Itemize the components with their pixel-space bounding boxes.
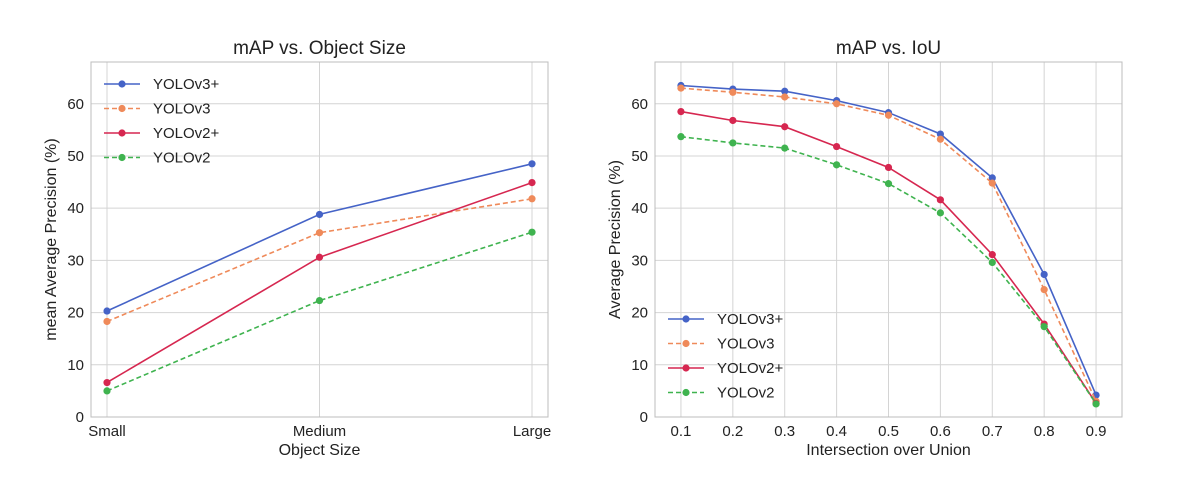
data-point	[936, 135, 944, 143]
legend-label: YOLOv3+	[717, 311, 784, 328]
data-point	[988, 174, 996, 182]
legend-marker	[118, 153, 126, 162]
data-point	[781, 123, 789, 131]
x-tick-label: 0.2	[722, 423, 743, 440]
y-tick-label: 10	[67, 357, 84, 374]
data-point	[528, 195, 536, 203]
data-point	[833, 100, 841, 108]
legend-marker	[682, 388, 690, 397]
legend-label: YOLOv2+	[153, 125, 220, 142]
data-point	[781, 93, 789, 101]
y-tick-label: 50	[631, 148, 648, 165]
data-point	[315, 210, 324, 219]
y-axis-label: Average Precision (%)	[607, 160, 624, 319]
series-line	[680, 135, 1097, 405]
chart-title: mAP vs. IoU	[836, 38, 941, 59]
data-point	[729, 116, 737, 125]
plot-area-frame	[90, 61, 549, 418]
x-tick-label: 0.8	[1034, 423, 1055, 440]
data-point	[833, 161, 841, 169]
legend-label: YOLOv3	[153, 101, 211, 118]
data-point	[729, 139, 737, 147]
data-point	[315, 253, 324, 261]
data-point	[833, 142, 841, 151]
y-tick-label: 40	[631, 200, 648, 217]
x-axis-label: Object Size	[279, 442, 361, 459]
x-axis-label: Intersection over Union	[806, 442, 971, 459]
data-point	[781, 87, 789, 95]
data-point	[884, 163, 893, 172]
y-tick-label: 30	[631, 252, 648, 269]
iou-chart: 0 10 20 30 40 50 60 0.1 0.2 0.3 0.4 0.5 0.6 0.7 0.8 0.9…	[607, 38, 1123, 459]
data-point	[528, 160, 536, 168]
data-point	[884, 111, 893, 119]
legend-label: YOLOv2	[153, 150, 211, 167]
data-point	[528, 228, 536, 236]
data-point	[677, 84, 685, 92]
x-tick-label: Medium	[293, 423, 346, 440]
data-point	[729, 88, 737, 96]
y-tick-label: 40	[67, 200, 84, 217]
data-point	[103, 387, 111, 395]
legend-label: YOLOv3+	[153, 76, 220, 93]
legend-label: YOLOv2	[717, 385, 775, 402]
data-point	[1040, 286, 1048, 294]
x-tick-label: 0.1	[671, 423, 692, 440]
y-tick-label: 50	[67, 148, 84, 165]
data-point	[884, 180, 893, 188]
legend-label: YOLOv3	[717, 336, 775, 353]
plot-area-frame	[654, 61, 1123, 418]
y-tick-label: 10	[631, 357, 648, 374]
data-point	[103, 317, 111, 326]
object-size-chart: 0 10 20 30 40 50 60 Small Medium Large mAP vs. Ob…	[43, 38, 551, 459]
data-point	[1040, 270, 1048, 279]
data-point	[315, 296, 324, 305]
legend-marker	[682, 339, 690, 348]
series-line	[106, 198, 533, 323]
x-tick-label: 0.9	[1086, 423, 1107, 440]
y-tick-label: 20	[67, 305, 84, 322]
legend-label: YOLOv2+	[717, 360, 784, 377]
data-point	[936, 196, 944, 204]
x-tick-label: Small	[88, 423, 126, 440]
data-point	[103, 378, 111, 387]
data-point	[103, 307, 111, 315]
data-point	[528, 178, 536, 187]
legend-marker	[118, 80, 126, 88]
y-tick-label: 0	[76, 409, 84, 426]
y-axis-label: mean Average Precision (%)	[43, 138, 60, 340]
legend-marker	[118, 104, 126, 113]
y-tick-label: 20	[631, 305, 648, 322]
data-point	[677, 133, 685, 141]
data-point	[988, 179, 996, 187]
data-point	[988, 251, 996, 259]
data-point	[988, 258, 996, 267]
data-point	[315, 229, 324, 237]
series-line	[106, 231, 533, 392]
legend-marker	[682, 315, 690, 323]
data-point	[936, 209, 944, 217]
x-tick-label: 0.4	[826, 423, 847, 440]
data-point	[677, 107, 685, 116]
data-point	[781, 144, 789, 152]
x-tick-label: 0.7	[982, 423, 1003, 440]
legend-marker	[118, 129, 126, 137]
x-tick-label: 0.5	[878, 423, 899, 440]
y-tick-label: 60	[67, 96, 84, 113]
data-point	[1092, 400, 1100, 408]
chart-title: mAP vs. Object Size	[233, 38, 406, 59]
y-tick-label: 0	[640, 409, 648, 426]
data-point	[1040, 323, 1048, 331]
x-tick-label: 0.6	[930, 423, 951, 440]
legend-marker	[682, 364, 690, 372]
x-tick-label: Large	[513, 423, 551, 440]
data-point	[936, 130, 944, 138]
y-tick-label: 60	[631, 96, 648, 113]
x-tick-label: 0.3	[774, 423, 795, 440]
y-tick-label: 30	[67, 252, 84, 269]
